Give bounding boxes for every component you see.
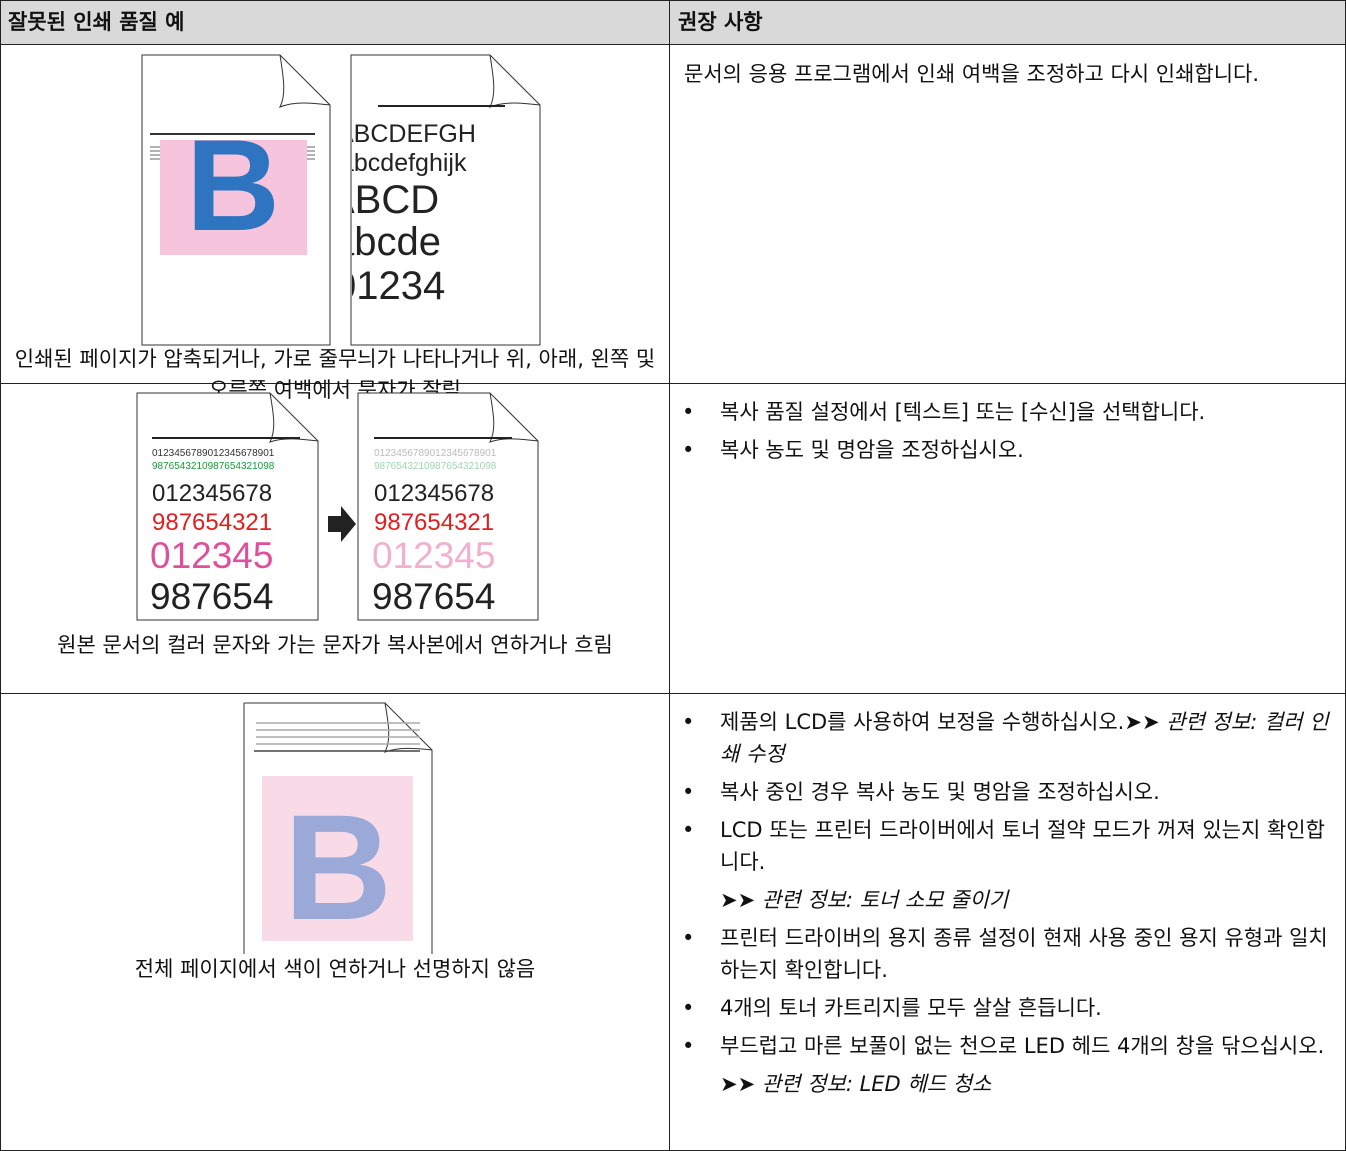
- bullet-item: 복사 농도 및 명암을 조정하십시오.: [678, 434, 1338, 466]
- bullet-item: 프린터 드라이버의 용지 종류 설정이 현재 사용 중인 용지 유형과 일치하는…: [678, 922, 1338, 986]
- item-text: 제품의 LCD를 사용하여 보정을 수행하십시오.: [720, 710, 1125, 734]
- related-line: ➤➤ 관련 정보: LED 헤드 청소: [720, 1068, 1338, 1100]
- border: [669, 0, 670, 1151]
- sample-text: 012345: [150, 535, 273, 576]
- item-text: 프린터 드라이버의 용지 종류 설정이 현재 사용 중인 용지 유형과 일치하는…: [720, 926, 1328, 982]
- recommendations: 제품의 LCD를 사용하여 보정을 수행하십시오.➤➤ 관련 정보: 컬러 인쇄…: [678, 706, 1338, 1106]
- illustration: B: [243, 702, 433, 972]
- sample-text: 987654: [150, 576, 273, 617]
- bullet-item: LCD 또는 프린터 드라이버에서 토너 절약 모드가 꺼져 있는지 확인합니다…: [678, 814, 1338, 916]
- sample-text: 9876543210987654321098: [374, 461, 497, 472]
- sample-text: abcdefghijk: [340, 149, 467, 177]
- sample-text: 9876543210987654321098: [152, 461, 275, 472]
- sample-text: 0123456789012345678901: [374, 448, 497, 459]
- page-fold: [278, 54, 331, 108]
- border: [0, 693, 1346, 694]
- border: [0, 0, 1346, 1]
- arrows: ➤➤: [720, 888, 762, 912]
- border: [0, 0, 1, 1151]
- related-link[interactable]: 관련 정보: 토너 소모 줄이기: [761, 888, 1009, 912]
- border: [0, 383, 1346, 384]
- item-text: 복사 중인 경우 복사 농도 및 명암을 조정하십시오.: [720, 780, 1160, 804]
- color-block: [160, 140, 307, 255]
- bullet-item: 복사 중인 경우 복사 농도 및 명암을 조정하십시오.: [678, 776, 1338, 808]
- arrows: ➤➤: [720, 1072, 762, 1096]
- related-link[interactable]: 관련 정보: LED 헤드 청소: [761, 1072, 992, 1096]
- sample-text: 012345: [372, 535, 495, 576]
- sample-text: 987654321: [152, 509, 272, 536]
- big-letter: B: [284, 783, 392, 951]
- sample-text: abcde: [332, 220, 441, 264]
- page-fold: [488, 392, 539, 443]
- related-line: ➤➤ 관련 정보: 토너 소모 줄이기: [720, 884, 1338, 916]
- header-cell: 잘못된 인쇄 품질 예: [0, 0, 669, 44]
- item-text: 4개의 토너 카트리지를 모두 살살 흔듭니다.: [720, 996, 1102, 1020]
- illustration: B ABCDEFGH abcdefghijk ABCD abcde 01234: [141, 54, 541, 346]
- arrow: [328, 506, 356, 542]
- arrows: ➤➤: [1124, 710, 1167, 734]
- page-shape: [350, 54, 541, 346]
- sample-text: 012345678: [374, 480, 494, 507]
- page-fold: [383, 702, 433, 753]
- page-shape: [357, 392, 539, 621]
- sample-text: 0123456789012345678901: [152, 448, 275, 459]
- item-text: LCD 또는 프린터 드라이버에서 토너 절약 모드가 꺼져 있는지 확인합니다…: [720, 818, 1325, 874]
- caption: 인쇄된 페이지가 압축되거나, 가로 줄무늬가 나타나거나 위, 아래, 왼쪽 …: [14, 347, 656, 402]
- sample-text: 012345678: [152, 480, 272, 507]
- illustration: 0123456789012345678901 98765432109876543…: [136, 392, 539, 621]
- bullet-item: 부드럽고 마른 보풀이 없는 천으로 LED 헤드 4개의 창을 닦으십시오. ➤…: [678, 1030, 1338, 1100]
- sample-text: 01234: [334, 264, 445, 308]
- caption: 원본 문서의 컬러 문자와 가는 문자가 복사본에서 연하거나 흐림: [57, 633, 613, 657]
- item-text: 부드럽고 마른 보풀이 없는 천으로 LED 헤드 4개의 창을 닦으십시오.: [720, 1034, 1325, 1058]
- header-cell: 권장 사항: [670, 0, 1346, 44]
- border: [0, 44, 1346, 45]
- big-letter: B: [186, 112, 280, 258]
- caption: 전체 페이지에서 색이 연하거나 선명하지 않음: [10, 954, 660, 985]
- bullet-item: 복사 품질 설정에서 [텍스트] 또는 [수신]을 선택합니다.: [678, 396, 1338, 428]
- related-link[interactable]: 관련 정보: 컬러 인쇄 수정: [720, 710, 1329, 766]
- sample-text: 987654: [372, 576, 495, 617]
- bullet-item: 제품의 LCD를 사용하여 보정을 수행하십시오.➤➤ 관련 정보: 컬러 인쇄…: [678, 706, 1338, 770]
- recommendations: 복사 품질 설정에서 [텍스트] 또는 [수신]을 선택합니다. 복사 농도 및…: [678, 396, 1338, 472]
- caption-text: 전체 페이지에서 색이 연하거나 선명하지 않음: [134, 957, 536, 981]
- sample-text: ABCDEFGH: [337, 120, 476, 148]
- bullet-item: 4개의 토너 카트리지를 모두 살살 흔듭니다.: [678, 992, 1338, 1024]
- tiny-text: [256, 722, 420, 745]
- page-fold: [268, 392, 319, 443]
- color-block: [262, 776, 413, 941]
- recommendation: 문서의 응용 프로그램에서 인쇄 여백을 조정하고 다시 인쇄합니다.: [684, 62, 1260, 86]
- sample-text: ABCD: [328, 178, 439, 222]
- page-shape: [136, 392, 319, 621]
- sample-text: 987654321: [374, 509, 494, 536]
